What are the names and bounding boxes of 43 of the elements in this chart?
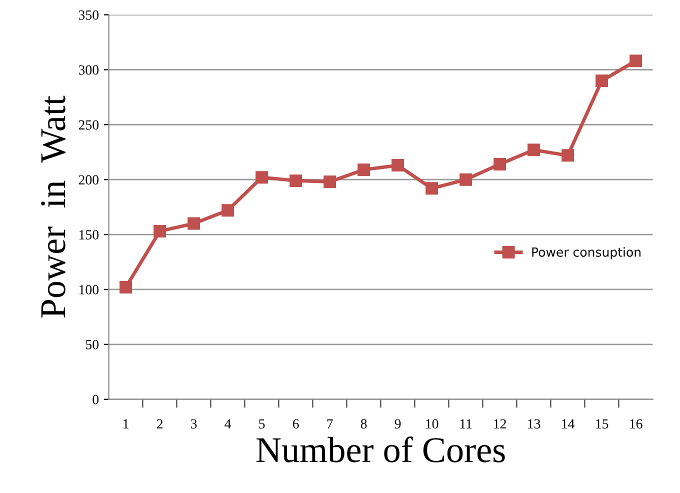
y-tick-label: 250 bbox=[78, 120, 99, 130]
x-tick-label: 16 bbox=[630, 419, 642, 429]
x-tick-label: 2 bbox=[156, 419, 163, 428]
x-tick-label: 10 bbox=[426, 419, 438, 429]
y-tick-label: 0 bbox=[92, 394, 99, 404]
x-tick-label: 11 bbox=[460, 419, 472, 428]
y-tick-label: 150 bbox=[79, 230, 99, 240]
y-tick-label: 100 bbox=[79, 285, 99, 294]
y-tick-label: 200 bbox=[78, 175, 99, 185]
point bbox=[290, 174, 302, 187]
x-tick-label: 13 bbox=[528, 419, 540, 429]
point bbox=[154, 224, 166, 238]
x-tick-label: 6 bbox=[292, 419, 299, 429]
x-tick-label: 7 bbox=[327, 419, 333, 428]
point bbox=[562, 149, 574, 162]
point bbox=[222, 204, 234, 217]
legend-label: Power consuption bbox=[532, 247, 640, 260]
point bbox=[358, 163, 370, 176]
point bbox=[256, 171, 268, 184]
point bbox=[494, 158, 506, 170]
point bbox=[596, 74, 608, 87]
point bbox=[426, 182, 438, 195]
y-tick-label: 300 bbox=[78, 65, 99, 75]
x-tick-label: 4 bbox=[224, 419, 232, 428]
x-tick-label: 9 bbox=[394, 419, 401, 429]
y-tick-label: 350 bbox=[78, 10, 99, 20]
point bbox=[120, 281, 132, 294]
x-tick-label: 5 bbox=[259, 419, 265, 429]
point bbox=[188, 217, 200, 230]
point bbox=[460, 173, 472, 186]
y-tick-label: 50 bbox=[86, 340, 99, 350]
x-tick-label: 14 bbox=[562, 419, 575, 428]
x-tick-label: 1 bbox=[124, 419, 128, 428]
x-tick-label: 15 bbox=[596, 419, 608, 429]
point bbox=[324, 176, 336, 188]
x-tick-label: 3 bbox=[190, 419, 197, 429]
x-tick-label: 12 bbox=[494, 419, 506, 428]
point bbox=[528, 144, 540, 156]
point bbox=[392, 159, 404, 172]
x-axis-title: Number of Cores bbox=[256, 436, 505, 462]
point bbox=[630, 54, 642, 68]
x-tick-label: 8 bbox=[360, 419, 367, 429]
y-axis-title: Power in Watt bbox=[41, 96, 66, 318]
